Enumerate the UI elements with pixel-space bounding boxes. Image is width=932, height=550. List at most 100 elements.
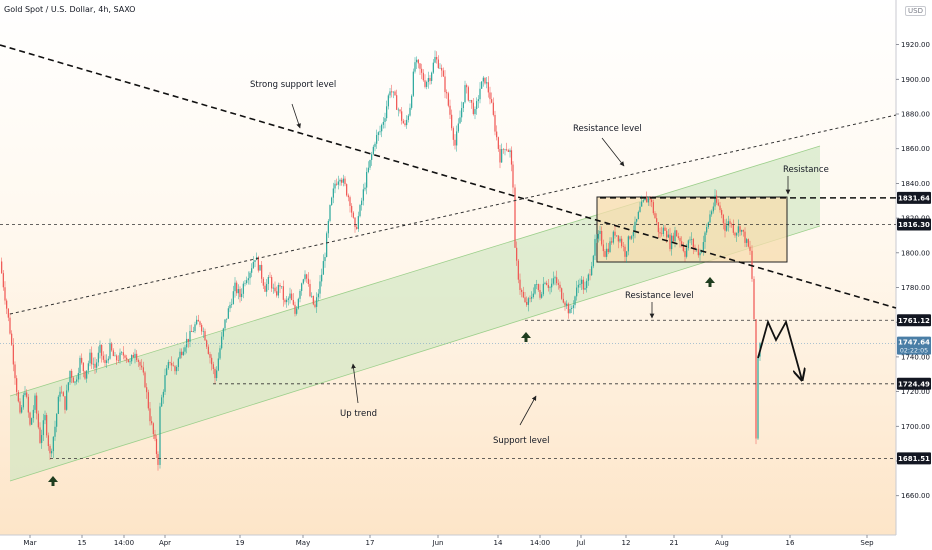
candle-body	[392, 91, 394, 93]
candle-body	[509, 150, 511, 152]
candle-body	[341, 179, 343, 183]
candle-body	[586, 280, 588, 289]
candle-body	[201, 324, 203, 332]
candle-body	[729, 221, 731, 224]
uptrend-pointer	[351, 363, 359, 404]
candle-body	[439, 67, 441, 69]
candle-body	[42, 420, 44, 436]
candle-body	[582, 279, 584, 290]
candle-body	[602, 244, 604, 252]
symbol-title: Gold Spot / U.S. Dollar, 4h, SAXO	[4, 5, 136, 14]
candle-body	[116, 355, 118, 361]
candle-body	[697, 249, 699, 256]
candle-body	[506, 149, 508, 151]
candle-body	[216, 370, 218, 379]
candle-body	[426, 82, 428, 87]
candle-body	[556, 277, 558, 284]
candle-body	[755, 319, 757, 439]
candle-body	[753, 278, 755, 320]
candle-body	[289, 293, 291, 299]
candle-body	[155, 438, 158, 455]
candle-body	[371, 154, 373, 160]
candle-body	[239, 289, 241, 298]
candle-body	[484, 77, 486, 84]
candle-body	[516, 247, 518, 261]
up-arrow-icon	[705, 277, 715, 287]
candle-body	[219, 348, 221, 359]
candle-body	[39, 427, 41, 443]
candle-body	[82, 362, 84, 372]
candle-body	[557, 283, 559, 285]
annotation-arrows	[291, 103, 791, 426]
candle-body	[199, 321, 201, 325]
candle-body	[226, 318, 228, 320]
candle-body	[251, 268, 253, 273]
candle-body	[651, 199, 653, 203]
candle-body	[471, 100, 473, 103]
candle-body	[631, 236, 633, 239]
price-axis-tick-label: 1800.00	[901, 249, 930, 257]
candle-body	[544, 282, 546, 284]
candle-body	[407, 115, 409, 120]
candle-body	[167, 362, 169, 369]
candle-body	[597, 233, 599, 239]
candle-body	[66, 390, 68, 410]
candle-body	[621, 238, 623, 247]
candle-body	[184, 347, 186, 352]
candle-body	[709, 214, 711, 223]
price-axis-tick-label: 1700.00	[901, 423, 930, 431]
candle-body	[659, 232, 661, 234]
candle-body	[266, 283, 268, 292]
candle-body	[459, 117, 461, 124]
currency-badge[interactable]: USD	[905, 6, 926, 16]
candle-body	[124, 355, 126, 358]
candle-body	[287, 298, 289, 300]
candle-body	[442, 70, 444, 77]
candle-body	[512, 164, 514, 188]
candle-body	[594, 239, 596, 256]
price-level-tag	[897, 191, 931, 204]
candle-body	[524, 297, 526, 303]
candle-body	[464, 85, 466, 103]
candle-body	[397, 109, 399, 111]
candle-body	[411, 95, 413, 108]
price-level-tag	[897, 218, 931, 231]
price-level-tag-label: 1681.51	[898, 455, 930, 463]
candle-body	[97, 352, 99, 363]
candle-body	[456, 131, 458, 146]
candle-body	[144, 372, 146, 388]
candle-body	[351, 205, 353, 213]
candle-body	[54, 426, 56, 437]
candle-body	[592, 255, 594, 267]
candle-body	[309, 283, 311, 297]
candle-body	[12, 344, 14, 365]
candle-body	[441, 67, 443, 71]
candle-body	[94, 363, 96, 368]
candle-body	[379, 131, 381, 133]
candle-body	[302, 279, 304, 284]
candle-body	[207, 346, 209, 354]
candle-body	[104, 359, 106, 363]
candle-body	[682, 244, 684, 252]
candle-body	[632, 231, 634, 237]
candles-layer	[1, 50, 761, 471]
strong-support-pointer	[291, 103, 301, 129]
time-axis-ticks[interactable]: Mar 15 14:00 Apr 19 May 17 Jun 14 14:00 Jul 12 21 Aug…	[23, 535, 874, 547]
candle-body	[741, 229, 743, 232]
candle-body	[316, 297, 318, 307]
candle-body	[551, 283, 553, 288]
candle-body	[91, 352, 93, 365]
candle-body	[734, 232, 736, 236]
candle-body	[172, 365, 174, 367]
candle-body	[346, 184, 348, 196]
candle-body	[591, 266, 593, 276]
candle-body	[229, 304, 231, 309]
candle-body	[67, 382, 69, 391]
candle-body	[736, 233, 738, 236]
price-axis-tick-label: 1660.00	[901, 492, 930, 500]
current-price-label: 1747.64	[898, 339, 930, 347]
candle-body	[291, 293, 293, 301]
candle-body	[434, 56, 436, 63]
